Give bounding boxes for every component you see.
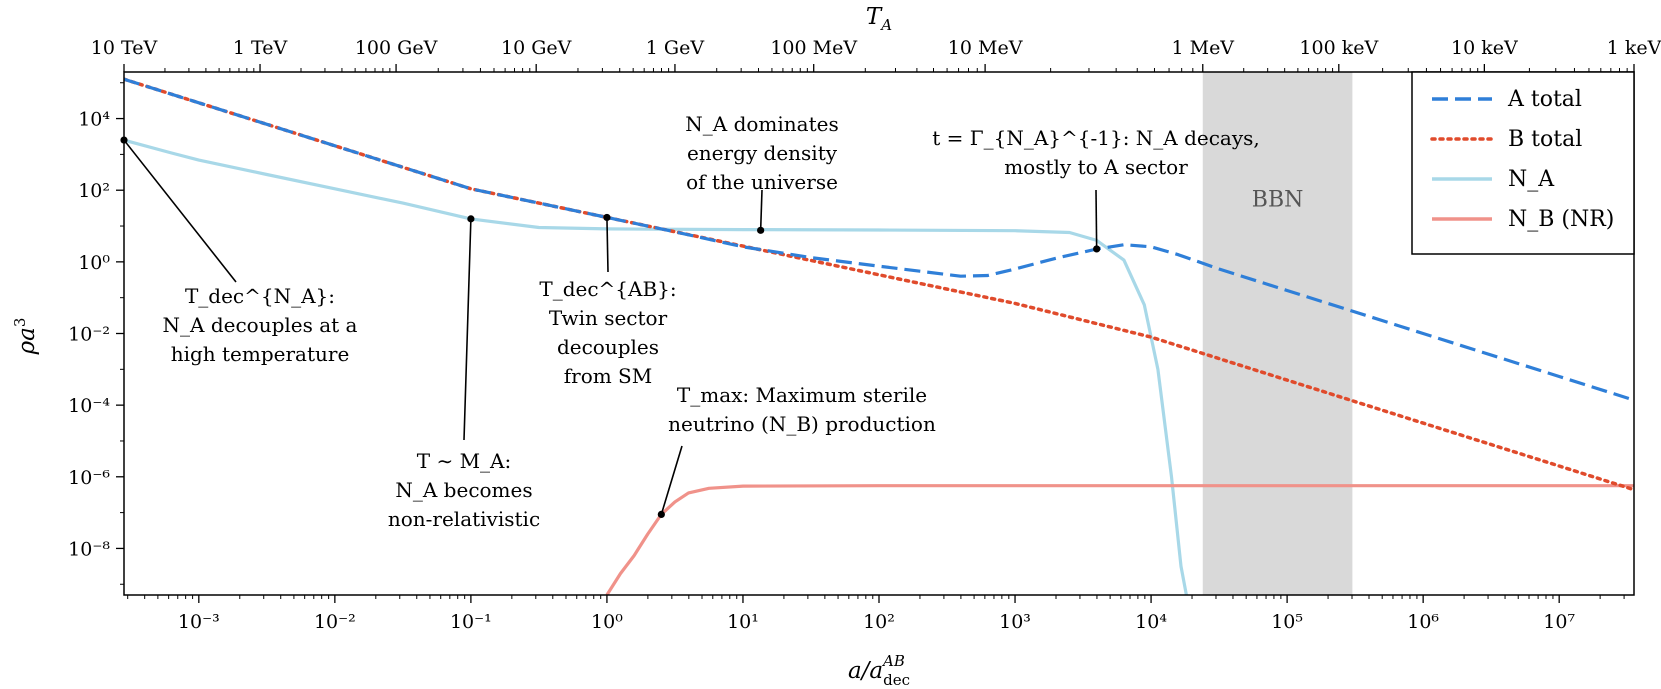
top-tick-label: 100 MeV xyxy=(770,37,857,59)
annotations: T_dec^{N_A}: N_A decouples at a high tempe… xyxy=(163,112,1260,531)
top-tick-label: 1 TeV xyxy=(233,37,288,59)
annotation-marker xyxy=(603,213,611,222)
annotation-line: non-relativistic xyxy=(388,507,540,531)
y-axis-title: ρa3 xyxy=(11,318,40,356)
series-b-total xyxy=(124,77,1634,492)
top-tick-label: 10 TeV xyxy=(91,37,158,59)
legend: A total B total N_A N_B (NR) xyxy=(1411,71,1635,255)
x-tick-label: 10⁷ xyxy=(1543,611,1575,633)
x-tick-label: 10³ xyxy=(999,611,1031,633)
annotation-marker xyxy=(467,215,475,223)
x-tick-label: 10² xyxy=(863,611,895,633)
bbn-band xyxy=(1202,72,1353,595)
y-tick-label: 10² xyxy=(78,180,110,202)
annotation-line: of the universe xyxy=(686,170,838,194)
legend-label: N_A xyxy=(1508,167,1555,192)
legend-box xyxy=(1411,71,1635,255)
legend-label: N_B (NR) xyxy=(1508,207,1614,232)
annotation-marker xyxy=(657,510,665,519)
legend-label: B total xyxy=(1508,127,1582,152)
annotation-leader xyxy=(660,445,683,515)
annotation-line: N_A becomes xyxy=(395,478,532,502)
x-tick-label: 10⁶ xyxy=(1407,611,1439,633)
annotation-line: t = Γ_{N_A}^{-1}: N_A decays, xyxy=(932,126,1260,150)
top-tick-label: 1 GeV xyxy=(646,37,705,59)
y-tick-label: 10⁻² xyxy=(68,324,110,346)
top-tick-label: 10 keV xyxy=(1451,37,1518,59)
annotation-marker xyxy=(1093,245,1101,253)
annotation-marker xyxy=(757,226,765,234)
series-a-total xyxy=(124,77,1634,402)
x-tick-label: 10⁵ xyxy=(1271,611,1303,633)
legend-label: A total xyxy=(1507,87,1582,112)
x-tick-label: 10⁴ xyxy=(1135,611,1167,633)
annotation-tdec-ab: T_dec^{AB}: Twin sector decouples from SM xyxy=(539,277,676,388)
annotation-line: decouples xyxy=(557,335,659,359)
top-tick-label: 1 keV xyxy=(1607,37,1661,59)
series-n-a xyxy=(124,138,1188,595)
top-tick-label: 100 keV xyxy=(1299,37,1378,59)
annotation-tdec-na: T_dec^{N_A}: N_A decouples at a high tempe… xyxy=(163,284,358,366)
annotation-t-max: T_max: Maximum sterile neutrino (N_B) pro… xyxy=(668,383,936,436)
series-n-b-nr- xyxy=(605,484,1634,595)
annotation-leader xyxy=(606,217,609,273)
annotation-line: high temperature xyxy=(171,342,350,366)
data-series xyxy=(124,77,1634,595)
top-tick-label: 100 GeV xyxy=(355,37,438,59)
annotation-t-gamma: t = Γ_{N_A}^{-1}: N_A decays, mostly to A… xyxy=(932,126,1260,179)
y-tick-label: 10⁻⁸ xyxy=(68,538,110,560)
bbn-label: BBN xyxy=(1252,187,1304,212)
y-tick-label: 10⁴ xyxy=(78,109,110,131)
annotation-line: energy density xyxy=(687,141,838,165)
y-tick-label: 10⁰ xyxy=(78,252,110,274)
annotation-leader xyxy=(759,189,763,231)
annotation-line: T_dec^{AB}: xyxy=(539,277,676,301)
x-tick-label: 10⁰ xyxy=(591,611,623,633)
y-tick-label: 10⁻⁶ xyxy=(68,467,110,489)
annotation-line: T ∼ M_A: xyxy=(417,449,511,473)
top-tick-label: 10 GeV xyxy=(501,37,572,59)
x-tick-label: 10¹ xyxy=(727,611,759,633)
x-tick-label: 10⁻¹ xyxy=(450,611,492,633)
annotation-leader xyxy=(1095,189,1098,249)
annotation-line: from SM xyxy=(564,364,653,388)
shaded-regions: BBN xyxy=(1202,72,1353,595)
top-tick-label: 10 MeV xyxy=(948,37,1023,59)
axes: 10⁻³ 10⁻² 10⁻¹ 10⁰ 10¹ 10² 10³ 10⁴ 10⁵ 10⁶ 10⁷ 10⁴ 1… xyxy=(68,37,1661,633)
x-axis-title: a/adecAB xyxy=(848,652,910,689)
y-tick-label: 10⁻⁴ xyxy=(68,395,110,417)
annotation-line: T_dec^{N_A}: xyxy=(185,284,335,308)
annotation-leader xyxy=(123,139,237,283)
annotation-line: Twin sector xyxy=(549,306,668,330)
x-tick-label: 10⁻³ xyxy=(178,611,220,633)
top-tick-label: 1 MeV xyxy=(1171,37,1234,59)
annotation-line: mostly to A sector xyxy=(1004,155,1188,179)
annotation-line: N_A decouples at a xyxy=(163,313,358,337)
annotation-line: N_A dominates xyxy=(685,112,838,136)
annotation-na-dominates: N_A dominates energy density of the univer… xyxy=(685,112,838,194)
annotation-line: neutrino (N_B) production xyxy=(668,412,936,436)
annotation-leader xyxy=(463,218,472,441)
top-axis-title: TA xyxy=(866,4,892,34)
annotation-line: T_max: Maximum sterile xyxy=(677,383,927,407)
annotation-markers xyxy=(120,136,1101,519)
annotation-t-ma: T ∼ M_A: N_A becomes non-relativistic xyxy=(388,449,540,531)
x-tick-label: 10⁻² xyxy=(314,611,356,633)
